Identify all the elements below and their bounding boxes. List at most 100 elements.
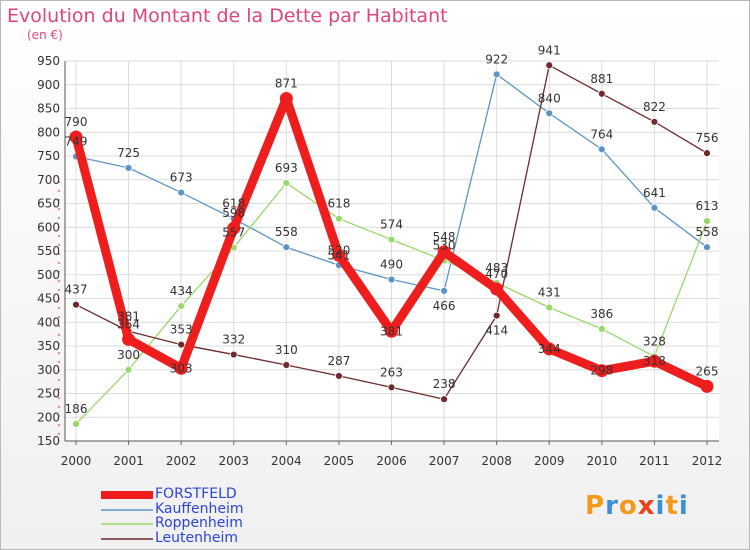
logo-letter: r (605, 491, 619, 521)
data-labels: 749 725 673 618 558 520 490 466 922 840 764 641 558 1… (65, 43, 719, 416)
data-point (72, 419, 80, 428)
data-label: 238 (433, 377, 456, 391)
data-point (597, 145, 606, 154)
x-tick-label: 2010 (587, 454, 618, 468)
data-label: 613 (696, 199, 719, 213)
data-label: 318 (643, 354, 666, 368)
data-label: 470 (485, 267, 508, 281)
data-label: 490 (380, 258, 403, 272)
data-point (335, 214, 343, 223)
y-tick-label: 650 (37, 197, 60, 211)
data-point (542, 342, 556, 356)
series-leutenheim (72, 61, 711, 404)
y-tick-label: 350 (37, 339, 60, 353)
data-point (122, 332, 136, 346)
data-label: 263 (380, 365, 403, 379)
data-point (545, 109, 554, 118)
data-point (650, 203, 659, 212)
data-label: 298 (590, 364, 613, 378)
series-group (69, 61, 714, 428)
data-label: 332 (222, 333, 245, 347)
x-tick-label: 2000 (61, 454, 92, 468)
data-point (124, 365, 133, 374)
y-tick-label: 700 (37, 173, 60, 187)
data-label: 386 (590, 307, 613, 321)
y-tick-label: 800 (37, 125, 60, 139)
x-tick-label: 2006 (376, 454, 407, 468)
data-point (440, 286, 448, 295)
data-label: 466 (433, 299, 456, 313)
logo-letter: t (665, 491, 679, 521)
data-point (332, 248, 346, 262)
logo-letter: i (678, 491, 689, 521)
data-label: 871 (275, 77, 298, 91)
data-label: 618 (327, 197, 350, 211)
x-tick-label: 2002 (166, 454, 197, 468)
data-point (597, 89, 606, 98)
series-kauffenheim (72, 70, 711, 295)
data-label: 434 (170, 284, 193, 298)
legend-swatch-kauffenheim (101, 509, 153, 511)
data-point (700, 379, 714, 393)
data-label: 287 (327, 354, 350, 368)
data-point (279, 92, 293, 106)
y-tick-label: 200 (37, 410, 60, 424)
data-label: 756 (696, 131, 719, 145)
x-tick-label: 2011 (639, 454, 670, 468)
data-label: 922 (485, 52, 508, 66)
x-tick-label: 2012 (692, 454, 723, 468)
data-label: 749 (65, 134, 88, 148)
data-point (490, 282, 504, 296)
data-label: 300 (117, 348, 140, 362)
y-tick-label: 900 (37, 78, 60, 92)
data-point (545, 61, 554, 70)
data-point (545, 303, 554, 312)
y-tick-label: 850 (37, 102, 60, 116)
data-label: 941 (538, 43, 561, 57)
data-point (174, 361, 188, 375)
data-point (650, 117, 659, 126)
data-point (229, 350, 238, 359)
data-label: 790 (65, 115, 88, 129)
y-tick-label: 550 (37, 244, 60, 258)
data-point (597, 324, 606, 333)
data-label: 186 (65, 402, 88, 416)
logo-letter: o (618, 491, 638, 521)
x-tick-label: 2008 (481, 454, 512, 468)
data-label: 344 (538, 342, 561, 356)
data-label: 618 (222, 197, 245, 211)
data-label: 353 (170, 323, 193, 337)
data-label: 822 (643, 100, 666, 114)
data-label: 764 (590, 127, 613, 141)
data-point (595, 364, 609, 378)
legend-swatch-roppenheim (101, 523, 153, 525)
grid (65, 60, 719, 442)
data-label: 558 (696, 225, 719, 239)
data-label: 381 (380, 324, 403, 338)
legend-label-roppenheim: Roppenheim (155, 515, 243, 531)
data-label: 725 (117, 146, 140, 160)
data-label: 598 (222, 206, 245, 220)
data-point (69, 130, 83, 144)
x-tick-label: 2003 (218, 454, 249, 468)
data-label: 693 (275, 161, 298, 175)
logo-letter: P (585, 491, 606, 521)
data-point (177, 302, 186, 311)
y-tick-label: 500 (37, 268, 60, 282)
data-point (437, 245, 451, 259)
x-tick-label: 2001 (113, 454, 144, 468)
x-tick-label: 2004 (271, 454, 302, 468)
data-point (492, 311, 501, 320)
data-label: 437 (65, 283, 88, 297)
data-point (177, 340, 186, 349)
x-tick-label: 2007 (429, 454, 460, 468)
data-point (177, 188, 186, 197)
data-point (72, 300, 80, 309)
logo-letter: x (637, 491, 656, 521)
data-label: 431 (538, 286, 561, 300)
data-point (282, 361, 291, 369)
data-point (385, 324, 398, 338)
data-point (335, 372, 343, 380)
